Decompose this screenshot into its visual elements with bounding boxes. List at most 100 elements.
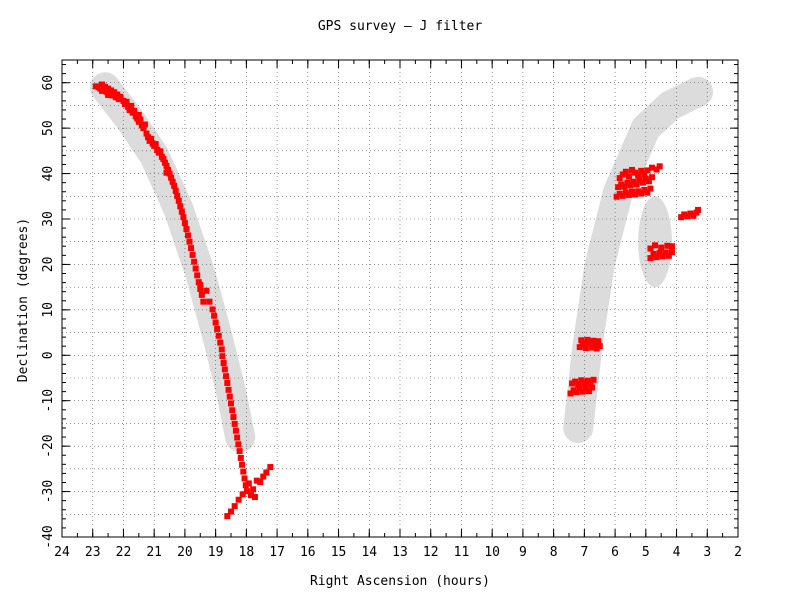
data-point xyxy=(639,179,646,186)
data-point xyxy=(243,488,250,495)
data-point xyxy=(681,211,688,218)
data-point xyxy=(217,339,224,346)
x-tick-label: 24 xyxy=(54,545,70,560)
data-point xyxy=(250,486,257,493)
data-point xyxy=(635,172,642,179)
x-tick-label: 22 xyxy=(116,545,132,560)
data-point xyxy=(108,87,115,94)
data-point xyxy=(186,238,193,245)
data-point xyxy=(572,378,579,385)
data-point xyxy=(239,491,246,498)
y-tick-label: -10 xyxy=(41,389,56,412)
data-point xyxy=(587,379,594,386)
x-tick-label: 10 xyxy=(484,545,500,560)
data-point xyxy=(98,81,105,88)
data-point xyxy=(578,377,585,384)
data-point xyxy=(174,192,181,199)
data-point xyxy=(615,184,622,191)
data-point xyxy=(622,168,629,175)
data-point xyxy=(194,272,201,279)
data-point xyxy=(647,245,654,252)
data-point xyxy=(197,281,204,288)
data-point xyxy=(223,373,230,380)
data-point xyxy=(644,189,651,196)
y-tick-label: -40 xyxy=(41,525,56,548)
data-point xyxy=(668,243,675,250)
data-point xyxy=(188,245,195,252)
data-point xyxy=(584,336,591,343)
data-point xyxy=(235,441,242,448)
y-tick-label: 40 xyxy=(41,166,56,182)
x-tick-label: 5 xyxy=(642,545,650,560)
data-point xyxy=(251,494,258,501)
data-point xyxy=(172,187,179,194)
x-tick-label: 2 xyxy=(734,545,742,560)
data-point xyxy=(647,255,654,262)
data-point xyxy=(589,384,596,391)
data-point xyxy=(135,111,142,118)
data-point xyxy=(665,252,672,259)
data-point xyxy=(152,141,159,148)
data-point xyxy=(128,102,135,109)
data-point xyxy=(619,192,626,199)
data-point xyxy=(245,480,252,487)
data-point xyxy=(628,166,635,173)
data-point xyxy=(618,181,625,188)
data-point xyxy=(143,130,150,137)
y-tick-label: 20 xyxy=(41,257,56,273)
data-point xyxy=(221,366,228,373)
data-point xyxy=(687,210,694,217)
x-tick-label: 14 xyxy=(361,545,377,560)
y-tick-label: 10 xyxy=(41,302,56,318)
data-point xyxy=(621,183,628,190)
x-tick-label: 19 xyxy=(208,545,224,560)
data-point xyxy=(659,253,666,260)
data-point xyxy=(267,464,274,471)
data-point xyxy=(230,414,237,421)
data-point xyxy=(638,167,645,174)
data-point xyxy=(236,448,243,455)
data-point xyxy=(229,407,236,414)
data-point xyxy=(105,91,112,98)
data-point xyxy=(567,390,574,397)
data-point xyxy=(163,169,170,176)
data-point xyxy=(226,393,233,400)
data-point xyxy=(633,181,640,188)
data-point xyxy=(636,176,643,183)
data-point xyxy=(582,384,589,391)
data-point xyxy=(161,159,168,166)
data-point xyxy=(235,496,242,503)
data-point xyxy=(160,156,167,163)
data-point xyxy=(569,380,576,387)
data-point xyxy=(662,249,669,256)
data-point xyxy=(239,461,246,468)
data-point xyxy=(582,345,589,352)
y-tick-label: 50 xyxy=(41,120,56,136)
data-point xyxy=(647,185,654,192)
x-tick-label: 20 xyxy=(177,545,193,560)
data-point xyxy=(105,85,112,92)
data-point xyxy=(109,92,116,99)
data-point xyxy=(630,178,637,185)
data-point xyxy=(625,173,632,180)
data-point xyxy=(177,203,184,210)
data-point xyxy=(181,220,188,227)
data-point xyxy=(111,89,118,96)
data-point xyxy=(695,206,702,213)
data-point xyxy=(585,388,592,395)
data-point xyxy=(224,513,231,520)
data-point xyxy=(595,338,602,345)
x-tick-label: 4 xyxy=(673,545,681,560)
y-tick-label: -30 xyxy=(41,480,56,503)
data-point xyxy=(214,325,221,332)
data-point xyxy=(178,208,185,215)
data-point xyxy=(260,473,267,480)
data-point xyxy=(212,319,219,326)
data-point xyxy=(203,287,210,294)
x-tick-label: 13 xyxy=(392,545,408,560)
data-point xyxy=(114,91,121,98)
data-point xyxy=(220,360,227,367)
data-point xyxy=(134,115,141,122)
data-point xyxy=(656,250,663,257)
data-point xyxy=(263,469,270,476)
